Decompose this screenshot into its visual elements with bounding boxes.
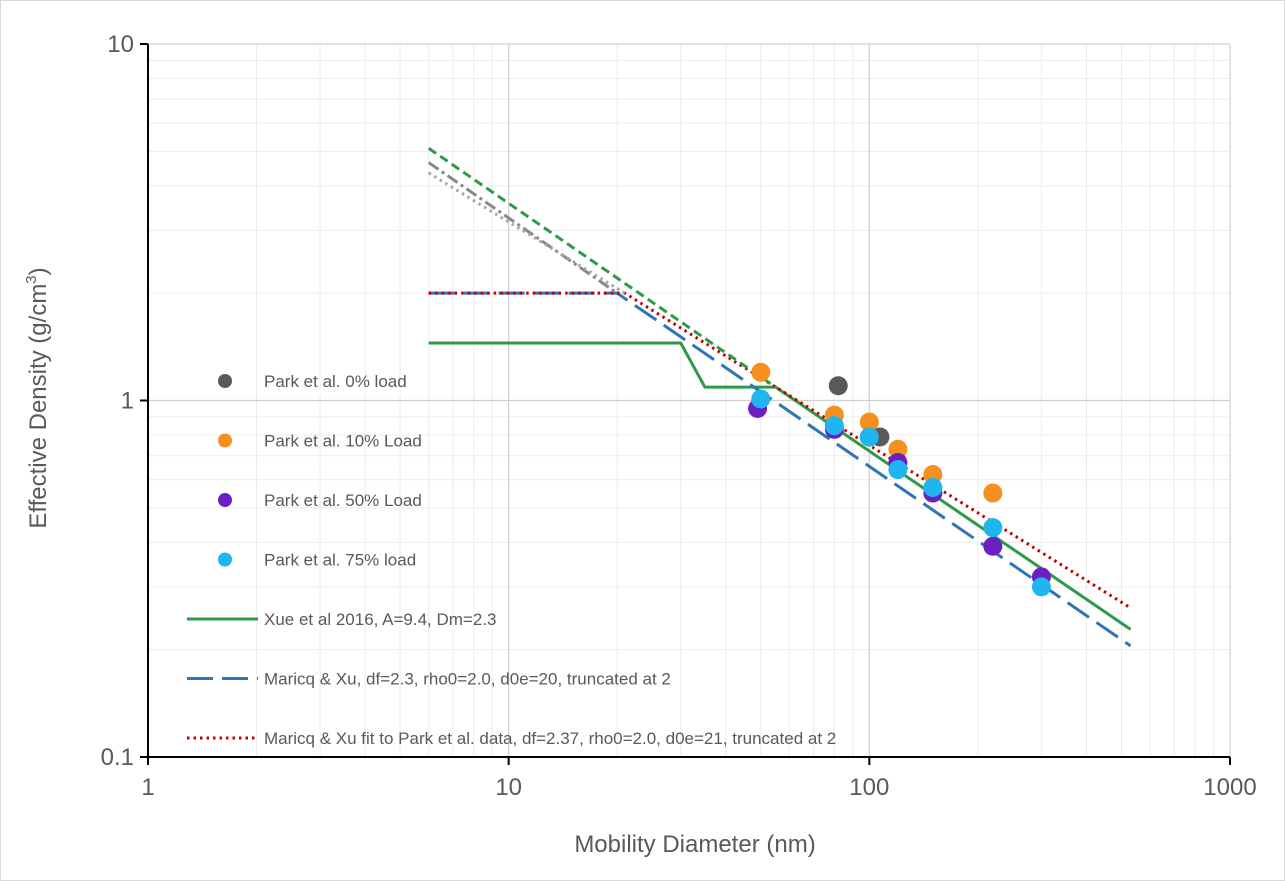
legend-marker xyxy=(218,552,232,567)
legend-label: Maricq & Xu, df=2.3, rho0=2.0, d0e=20, t… xyxy=(264,670,671,689)
legend-item: Maricq & Xu, df=2.3, rho0=2.0, d0e=20, t… xyxy=(187,670,671,689)
data-point xyxy=(1031,577,1051,597)
data-point xyxy=(923,465,943,485)
y-tick-label: 1 xyxy=(121,388,134,415)
x-tick-label: 10 xyxy=(495,774,522,801)
axes xyxy=(140,43,1231,765)
y-axis-label-main: Effective Density (g/cm xyxy=(25,284,52,529)
legend-item: Xue et al 2016, A=9.4, Dm=2.3 xyxy=(187,610,497,629)
legend-label: Park et al. 10% Load xyxy=(264,432,422,451)
data-point xyxy=(888,460,908,480)
data-point xyxy=(859,412,879,432)
data-point xyxy=(751,362,771,382)
legend-item: Park et al. 75% load xyxy=(218,551,416,570)
x-tick-label: 1 xyxy=(141,774,154,801)
legend-item: Maricq & Xu fit to Park et al. data, df=… xyxy=(187,729,836,748)
series-line xyxy=(428,291,1132,610)
y-tick-labels: 0.1 1 10 xyxy=(101,31,134,771)
y-tick-label: 10 xyxy=(107,31,134,58)
legend-item: Park et al. 0% load xyxy=(218,372,407,391)
legend-label: Park et al. 0% load xyxy=(264,372,407,391)
data-point xyxy=(824,416,844,436)
x-tick-label: 100 xyxy=(849,774,889,801)
extrapolation-line xyxy=(427,147,777,389)
data-point xyxy=(859,427,879,447)
extrapolation-line xyxy=(427,161,619,295)
data-point xyxy=(751,389,771,409)
series-markers xyxy=(748,362,1051,597)
data-point xyxy=(888,439,908,459)
legend-marker xyxy=(218,493,232,507)
x-tick-labels: 1 10 100 1000 xyxy=(141,774,1256,801)
y-axis-label: Effective Density (g/cm3) xyxy=(23,267,52,528)
y-axis-label-superscript: 3 xyxy=(23,275,40,283)
data-point xyxy=(983,536,1003,556)
legend: Park et al. 0% load Park et al. 10% Load P… xyxy=(187,372,836,748)
data-point xyxy=(983,518,1003,538)
x-tick-label: 1000 xyxy=(1203,774,1256,801)
y-axis-label-close: ) xyxy=(25,267,52,275)
legend-marker xyxy=(218,433,232,448)
legend-item: Park et al. 50% Load xyxy=(218,491,422,510)
legend-item: Park et al. 10% Load xyxy=(218,432,422,451)
legend-marker xyxy=(218,374,232,388)
legend-label: Park et al. 50% Load xyxy=(264,491,422,510)
legend-label: Park et al. 75% load xyxy=(264,551,416,570)
data-point xyxy=(828,376,848,396)
data-point xyxy=(923,478,943,498)
legend-label: Maricq & Xu fit to Park et al. data, df=… xyxy=(264,729,836,748)
y-tick-label: 0.1 xyxy=(101,744,134,771)
legend-label: Xue et al 2016, A=9.4, Dm=2.3 xyxy=(264,610,497,629)
x-axis-label: Mobility Diameter (nm) xyxy=(574,831,815,858)
data-point xyxy=(983,483,1003,503)
